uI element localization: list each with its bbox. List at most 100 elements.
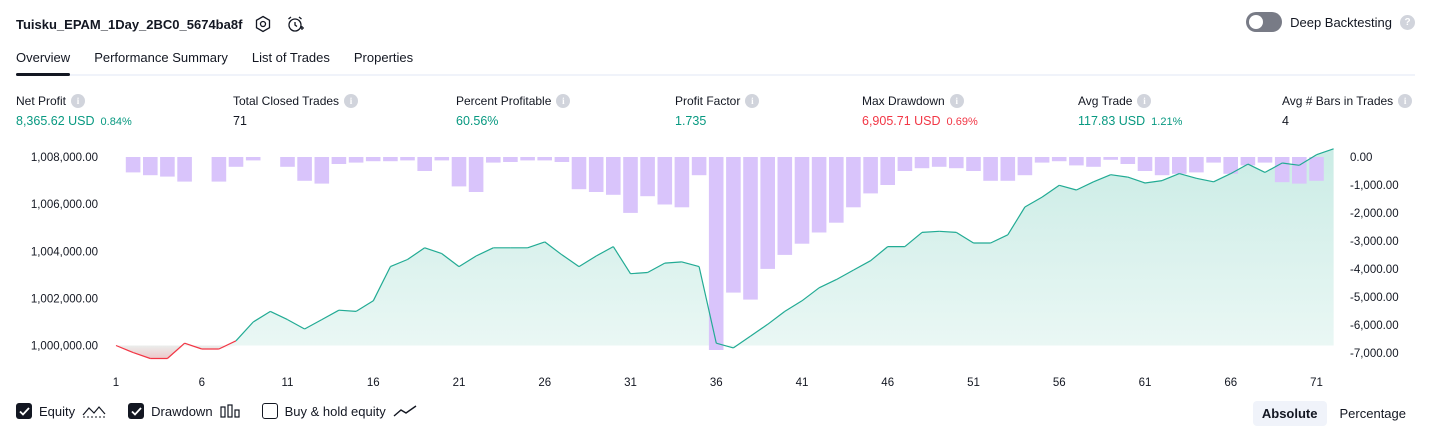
- drawdown-bar: [468, 157, 484, 192]
- settings-icon[interactable]: [252, 13, 274, 35]
- drawdown-bar: [434, 157, 450, 161]
- tab-performance-summary[interactable]: Performance Summary: [94, 50, 228, 65]
- x-axis-tick-label: 71: [1310, 377, 1323, 389]
- equity-line-segment: [1110, 174, 1128, 178]
- view-mode-switch: Absolute Percentage: [1252, 401, 1415, 426]
- equity-line-segment: [698, 266, 717, 344]
- equity-line-segment: [1316, 148, 1334, 156]
- x-axis-tick-label: 61: [1139, 377, 1152, 389]
- info-icon[interactable]: i: [1137, 94, 1152, 108]
- drawdown-bar: [811, 157, 827, 233]
- equity-line-segment: [1041, 184, 1060, 198]
- tab-properties[interactable]: Properties: [353, 50, 414, 65]
- info-icon[interactable]: i: [556, 94, 571, 108]
- equity-line-segment: [1213, 173, 1232, 183]
- metric-value: 71: [233, 114, 247, 128]
- drawdown-bar: [400, 157, 415, 161]
- drawdown-bar: [1292, 157, 1307, 184]
- info-icon[interactable]: i: [1398, 94, 1413, 108]
- right-axis-tick-label: -4,000.00: [1350, 264, 1399, 276]
- drawdown-bar: [1206, 157, 1221, 163]
- drawdown-bar: [863, 157, 878, 194]
- add-alert-icon[interactable]: [284, 13, 306, 35]
- metric-value: 4: [1282, 114, 1289, 128]
- metric-label: Avg # Bars in Trades: [1282, 94, 1394, 108]
- equity-line-segment: [955, 231, 974, 244]
- strategy-name: Tuisku_EPAM_1Day_2BC0_5674ba8f: [16, 16, 243, 32]
- drawdown-bar: [726, 157, 741, 293]
- drawdown-bar: [1000, 157, 1016, 181]
- equity-checkbox[interactable]: [16, 403, 32, 419]
- drawdown-checkbox[interactable]: [128, 403, 145, 419]
- drawdown-bar: [1086, 157, 1101, 167]
- metric-avg-bars: Avg # Bars in Trades i 4: [1282, 94, 1413, 128]
- equity-line-segment: [767, 310, 786, 325]
- equity-line-segment: [218, 340, 237, 350]
- metric-percent: 1.21%: [1151, 116, 1183, 128]
- tab-list-of-trades[interactable]: List of Trades: [251, 50, 330, 65]
- drawdown-bar: [503, 157, 518, 162]
- drawdown-bar: [245, 157, 261, 161]
- drawdown-bar: [383, 157, 398, 162]
- info-icon[interactable]: i: [949, 94, 964, 108]
- drawdown-bar: [520, 157, 535, 161]
- metric-label: Avg Trade: [1078, 94, 1133, 108]
- right-axis-tick-label: -2,000.00: [1350, 208, 1399, 220]
- equity-line-segment: [321, 309, 340, 321]
- equity-line-segment: [853, 260, 871, 271]
- equity-line-segment: [338, 309, 357, 312]
- tab-overview[interactable]: Overview: [16, 46, 71, 76]
- right-axis-tick-label: -7,000.00: [1350, 348, 1399, 360]
- equity-line-segment: [475, 247, 494, 257]
- info-icon[interactable]: i: [344, 94, 359, 108]
- drawdown-bar: [897, 157, 913, 171]
- deep-backtesting-toggle[interactable]: [1246, 12, 1283, 32]
- equity-drawdown-chart[interactable]: 1,008,000.00 1,006,000.00 1,004,000.00 1,00…: [0, 140, 1431, 395]
- legend-drawdown[interactable]: Drawdown: [128, 403, 240, 419]
- legend-equity[interactable]: Equity: [16, 403, 106, 419]
- equity-line-segment: [1144, 180, 1163, 184]
- x-axis-tick-label: 6: [199, 377, 205, 389]
- help-icon[interactable]: ?: [1400, 14, 1415, 30]
- drawdown-bar: [1120, 157, 1136, 164]
- equity-line-segment: [1007, 206, 1026, 236]
- drawdown-bar: [708, 157, 724, 350]
- drawdown-bar: [966, 157, 981, 171]
- equity-line-segment: [801, 287, 820, 302]
- drawdown-bar: [760, 157, 775, 269]
- buy-hold-line-icon: [393, 405, 417, 417]
- equity-line-segment: [818, 279, 837, 289]
- info-icon[interactable]: i: [745, 94, 760, 108]
- info-icon[interactable]: i: [71, 94, 86, 108]
- drawdown-bar: [674, 157, 690, 208]
- drawdown-bar: [829, 157, 844, 223]
- equity-line-segment: [390, 258, 408, 268]
- drawdown-bar: [228, 157, 244, 167]
- drawdown-bar: [846, 157, 861, 208]
- right-axis-tick-label: -5,000.00: [1350, 292, 1399, 304]
- legend-buy-hold[interactable]: Buy & hold equity: [261, 403, 417, 419]
- left-axis-tick-label: 1,002,000.00: [31, 293, 98, 305]
- equity-line-segment: [630, 271, 648, 275]
- buy-hold-checkbox[interactable]: [261, 403, 278, 419]
- absolute-button[interactable]: Absolute: [1252, 401, 1327, 426]
- x-axis-tick-label: 31: [624, 377, 637, 389]
- right-axis-tick-label: -3,000.00: [1350, 236, 1399, 248]
- equity-line-segment: [372, 266, 391, 302]
- drawdown-bar: [777, 157, 793, 255]
- equity-line-segment: [1264, 162, 1283, 173]
- left-axis-tick-label: 1,000,000.00: [31, 341, 98, 353]
- percentage-button[interactable]: Percentage: [1339, 406, 1407, 421]
- equity-line-segment: [939, 230, 957, 233]
- equity-line-segment: [407, 247, 426, 260]
- equity-line-segment: [1024, 196, 1043, 208]
- equity-line-segment: [235, 321, 254, 342]
- x-axis-tick-label: 16: [367, 377, 380, 389]
- metric-value: 8,365.62 USD: [16, 114, 95, 128]
- drawdown-bar: [1240, 157, 1256, 166]
- equity-label: Equity: [39, 403, 76, 419]
- equity-line-segment: [304, 319, 323, 330]
- drawdown-bar: [143, 157, 158, 176]
- drawdown-bar: [571, 157, 587, 190]
- drawdown-bar: [486, 157, 501, 163]
